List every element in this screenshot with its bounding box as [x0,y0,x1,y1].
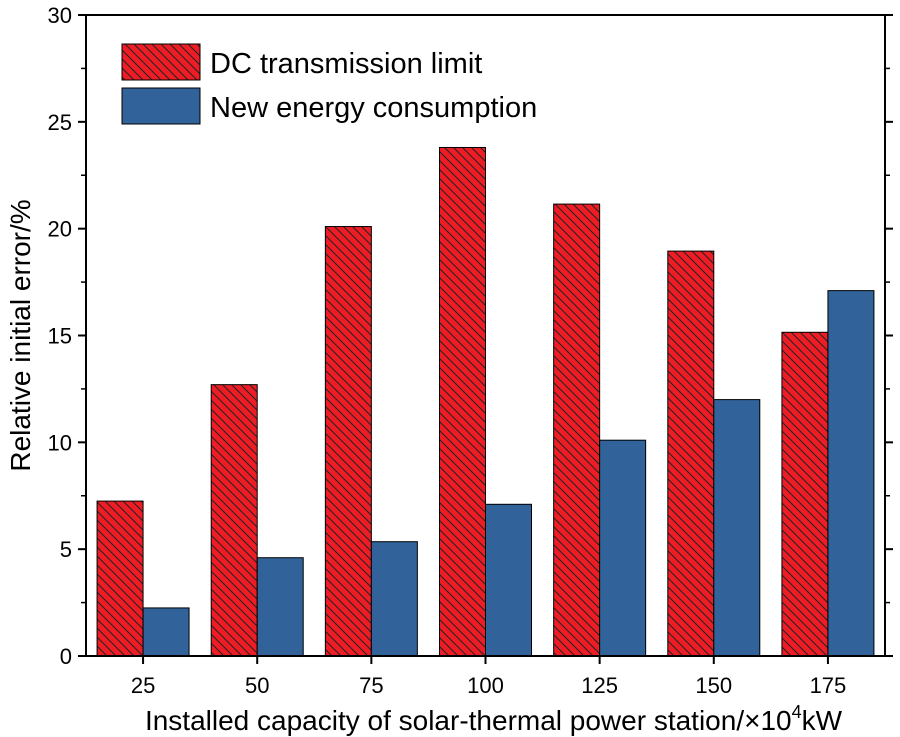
y-tick-label: 5 [60,537,72,562]
x-axis-label-unit: kW [802,705,843,736]
x-axis-label-main: Installed capacity of solar-thermal powe… [145,705,792,736]
x-tick-label: 150 [695,673,732,698]
legend-swatch-new-energy-consumption [121,87,201,125]
y-tick-label: 25 [48,110,72,135]
bar-dc-transmission-limit-125 [553,203,601,657]
bar-new-energy-consumption-75 [370,541,418,657]
legend-label-dc-transmission-limit: DC transmission limit [210,48,482,80]
bar-new-energy-consumption-100 [485,503,532,657]
bar-new-energy-consumption-150 [713,399,761,657]
bar-dc-transmission-limit-150 [667,250,715,657]
x-tick-label: 175 [810,673,847,698]
y-tick-label: 30 [48,3,72,28]
bars-group [96,146,875,657]
bar-dc-transmission-limit-25 [96,500,144,657]
bar-new-energy-consumption-175 [827,290,875,657]
bar-new-energy-consumption-50 [256,557,304,657]
legend-label-new-energy-consumption: New energy consumption [210,92,537,124]
bar-dc-transmission-limit-50 [210,384,258,657]
bar-dc-transmission-limit-100 [439,146,486,657]
bar-dc-transmission-limit-75 [324,226,372,657]
axis-ticks: 25 50 75 100 125 150 175 0 5 10 15 20 25 30 [48,3,893,698]
x-tick-label: 100 [467,673,504,698]
bar-dc-transmission-limit-175 [781,331,829,657]
y-tick-label: 15 [48,324,72,349]
x-axis-label: Installed capacity of solar-thermal powe… [145,702,843,736]
legend-swatch-dc-transmission-limit [121,43,201,81]
bar-new-energy-consumption-125 [599,439,647,657]
x-tick-label: 125 [581,673,618,698]
y-tick-label: 20 [48,217,72,242]
x-tick-label: 25 [131,673,155,698]
x-tick-label: 75 [359,673,383,698]
bar-new-energy-consumption-25 [142,607,190,657]
x-axis-label-superscript: 4 [792,702,802,722]
y-axis-label: Relative initial error/% [5,199,36,471]
legend: DC transmission limit New energy consumpt… [121,43,537,125]
y-tick-label: 0 [60,644,72,669]
y-tick-label: 10 [48,430,72,455]
x-tick-label: 50 [245,673,269,698]
